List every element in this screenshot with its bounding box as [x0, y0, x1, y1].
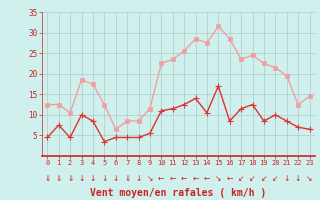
Text: ↓: ↓	[101, 174, 108, 183]
Text: ←: ←	[158, 174, 164, 183]
Text: ↓: ↓	[295, 174, 301, 183]
Text: ←: ←	[170, 174, 176, 183]
Text: ↘: ↘	[147, 174, 153, 183]
Text: ↓: ↓	[90, 174, 96, 183]
Text: ↙: ↙	[238, 174, 244, 183]
Text: ↙: ↙	[272, 174, 278, 183]
Text: ↓: ↓	[78, 174, 85, 183]
Text: ↓: ↓	[135, 174, 142, 183]
Text: ⇓: ⇓	[55, 174, 62, 183]
Text: ↘: ↘	[306, 174, 313, 183]
Text: ←: ←	[227, 174, 233, 183]
Text: ←: ←	[181, 174, 187, 183]
Text: ↓: ↓	[284, 174, 290, 183]
Text: ⇓: ⇓	[124, 174, 130, 183]
X-axis label: Vent moyen/en rafales ( km/h ): Vent moyen/en rafales ( km/h )	[90, 188, 267, 198]
Text: ↓: ↓	[113, 174, 119, 183]
Text: ↙: ↙	[261, 174, 267, 183]
Text: ←: ←	[192, 174, 199, 183]
Text: ←: ←	[204, 174, 210, 183]
Text: ↘: ↘	[215, 174, 221, 183]
Text: ⇓: ⇓	[44, 174, 51, 183]
Text: ⇓: ⇓	[67, 174, 73, 183]
Text: ↙: ↙	[249, 174, 256, 183]
